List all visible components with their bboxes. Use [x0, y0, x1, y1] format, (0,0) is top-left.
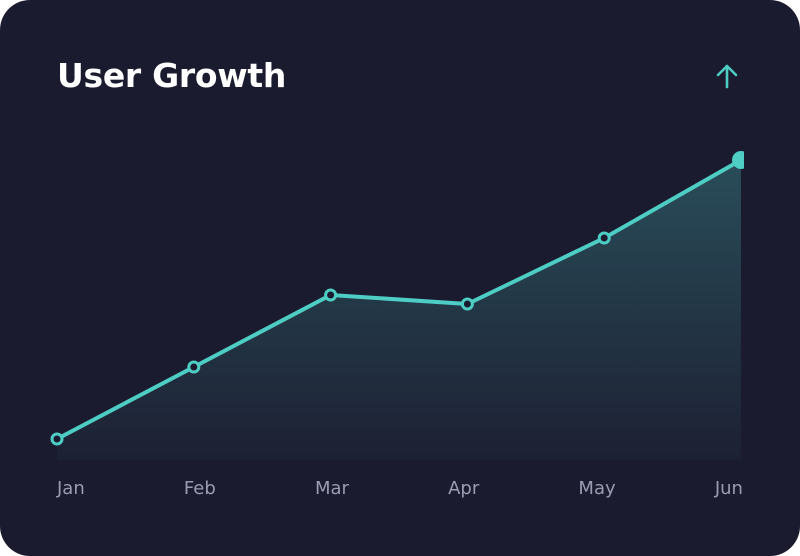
plot-area	[50, 151, 744, 460]
x-tick-label: Jun	[714, 478, 743, 499]
data-point	[460, 297, 474, 311]
arrow-head	[716, 64, 738, 77]
data-point	[324, 288, 338, 302]
trend-icon[interactable]	[716, 64, 738, 89]
area	[57, 160, 741, 460]
x-axis-labels: Jan Feb Mar Apr May Jun	[57, 478, 743, 499]
line	[56, 158, 742, 441]
x-tick-label: Apr	[448, 478, 480, 499]
data-point	[732, 151, 744, 169]
x-tick-label: Jan	[57, 478, 85, 499]
x-tick-label: May	[578, 478, 616, 499]
card-title: User Growth	[57, 56, 287, 95]
data-point	[50, 432, 64, 446]
x-tick-label: Feb	[183, 478, 216, 499]
x-tick-label: Mar	[314, 478, 349, 499]
data-point	[597, 231, 611, 245]
data-point	[187, 360, 201, 374]
